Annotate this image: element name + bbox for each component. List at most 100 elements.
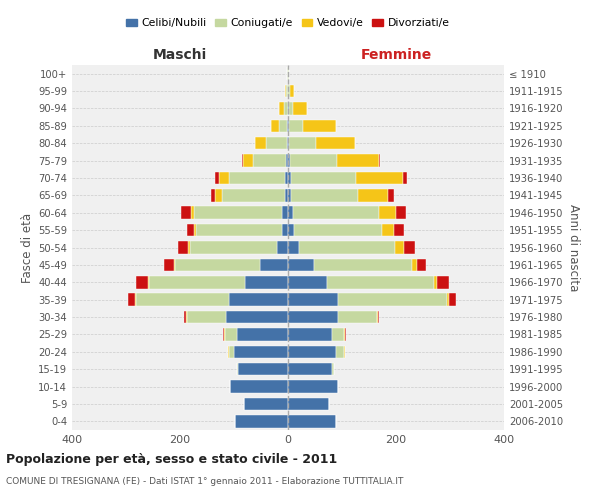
Bar [379,206,396,219]
Bar [224,328,225,340]
Bar [186,311,187,324]
Bar [285,85,286,98]
Legend: Celibi/Nubili, Coniugati/e, Vedovi/e, Divorziati/e: Celibi/Nubili, Coniugati/e, Vedovi/e, Di… [122,14,454,32]
Bar [382,224,394,236]
Bar [335,346,344,358]
Text: Popolazione per età, sesso e stato civile - 2011: Popolazione per età, sesso e stato civil… [6,452,337,466]
Bar [184,311,186,324]
Bar [332,363,334,376]
Bar [136,294,229,306]
Bar [227,346,229,358]
Bar [358,189,388,202]
Bar [281,224,288,236]
Bar [194,206,281,219]
Bar [388,189,394,202]
Bar [288,224,295,236]
Bar [219,172,229,184]
Bar [289,102,293,115]
Bar [242,154,243,167]
Bar [288,206,293,219]
Bar [337,154,379,167]
Bar [288,241,299,254]
Bar [148,276,149,288]
Bar [190,241,277,254]
Text: Femmine: Femmine [361,48,431,62]
Bar [191,206,194,219]
Bar [288,311,338,324]
Bar [302,120,336,132]
Bar [236,328,288,340]
Bar [260,258,288,271]
Text: COMUNE DI TRESIGNANA (FE) - Dati ISTAT 1° gennaio 2011 - Elaborazione TUTTITALIA: COMUNE DI TRESIGNANA (FE) - Dati ISTAT 1… [6,478,403,486]
Bar [327,276,434,288]
Bar [404,241,415,254]
Bar [149,276,245,288]
Bar [286,172,288,184]
Bar [288,137,289,149]
Bar [215,172,219,184]
Bar [288,346,335,358]
Bar [288,276,327,288]
Bar [288,258,314,271]
Bar [288,102,289,115]
Bar [289,120,302,132]
Bar [229,346,234,358]
Bar [234,346,288,358]
Bar [449,294,456,306]
Bar [187,224,193,236]
Bar [434,276,437,288]
Bar [286,85,288,98]
Bar [134,294,136,306]
Bar [293,102,307,115]
Bar [181,206,191,219]
Bar [271,120,279,132]
Bar [290,189,358,202]
Bar [136,276,148,288]
Bar [237,363,238,376]
Bar [164,258,173,271]
Bar [288,415,335,428]
Bar [289,137,316,149]
Bar [288,172,290,184]
Bar [187,311,226,324]
Bar [253,154,286,167]
Bar [243,154,253,167]
Bar [299,241,395,254]
Bar [394,224,404,236]
Bar [295,224,382,236]
Bar [338,294,447,306]
Bar [287,120,288,132]
Bar [280,102,284,115]
Bar [395,241,404,254]
Bar [277,241,288,254]
Bar [284,102,288,115]
Bar [211,189,215,202]
Y-axis label: Fasce di età: Fasce di età [21,212,34,282]
Bar [288,120,289,132]
Bar [379,154,380,167]
Text: Maschi: Maschi [153,48,207,62]
Bar [288,154,290,167]
Bar [281,206,288,219]
Bar [403,172,407,184]
Bar [244,398,288,410]
Bar [215,189,221,202]
Bar [279,120,287,132]
Bar [290,172,355,184]
Bar [288,398,329,410]
Bar [355,172,403,184]
Bar [245,276,288,288]
Bar [316,137,355,149]
Bar [417,258,426,271]
Bar [193,224,196,236]
Bar [377,311,379,324]
Bar [447,294,449,306]
Bar [288,380,338,393]
Bar [288,363,332,376]
Bar [221,189,286,202]
Bar [188,241,190,254]
Bar [229,172,286,184]
Bar [396,206,406,219]
Bar [332,328,344,340]
Bar [230,380,288,393]
